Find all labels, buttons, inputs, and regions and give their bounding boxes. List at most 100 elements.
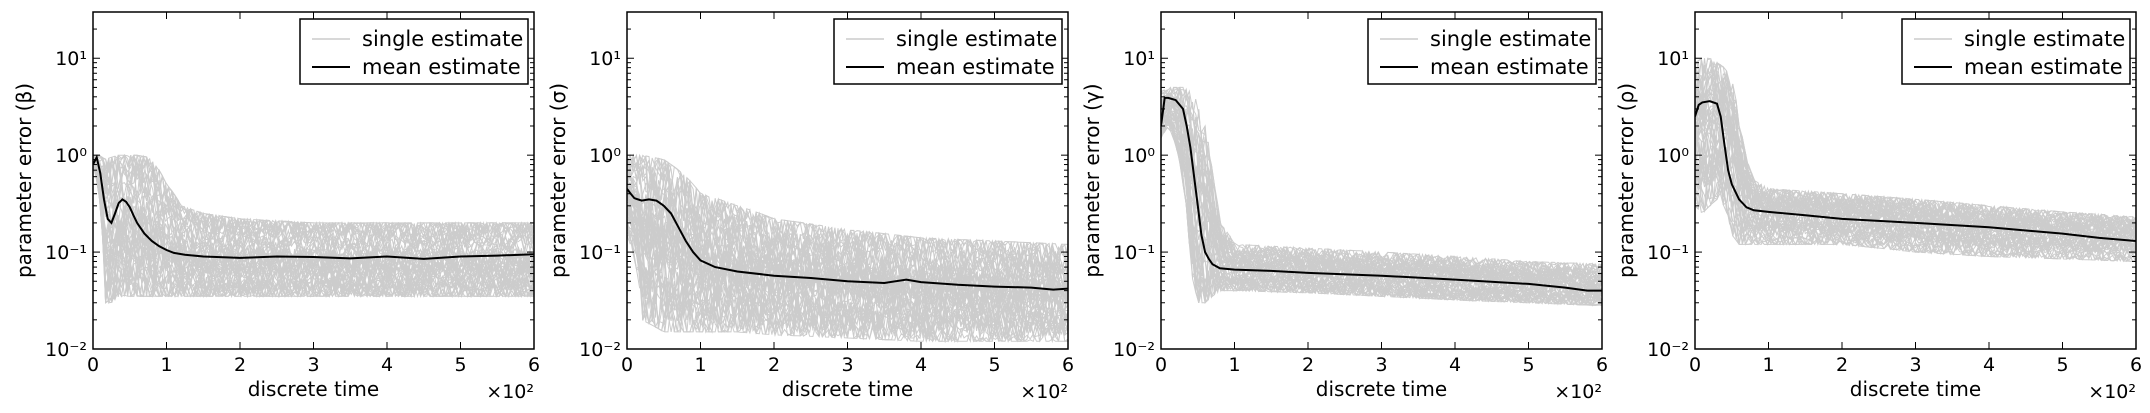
x-tick-label: 4 — [915, 354, 927, 376]
single-estimate-traces — [93, 153, 534, 305]
legend-label-single: single estimate — [362, 27, 523, 51]
x-tick-label: 4 — [1449, 354, 1461, 376]
legend-box — [1901, 18, 2131, 85]
single-estimate-line — [93, 154, 534, 244]
mean-estimate-line — [1695, 100, 2136, 242]
legend-label-mean: mean estimate — [362, 55, 521, 79]
x-axis-label: discrete time — [1850, 377, 1981, 401]
legend: single estimate mean estimate — [1901, 18, 2131, 85]
x-tick-label: 3 — [1909, 354, 1921, 376]
x-tick-label: 4 — [1983, 354, 1995, 376]
legend: single estimate mean estimate — [299, 18, 529, 85]
single-estimate-line — [1161, 108, 1602, 296]
x-tick-label: 0 — [87, 354, 99, 376]
y-tick-label: 10⁰ — [589, 145, 621, 167]
legend: single estimate mean estimate — [1367, 18, 1597, 85]
x-tick-label: 0 — [1689, 354, 1701, 376]
legend-label-single: single estimate — [1964, 27, 2125, 51]
single-estimate-line — [1161, 87, 1602, 273]
x-multiplier-label: ×10² — [2088, 381, 2136, 403]
x-tick-label: 4 — [381, 354, 393, 376]
legend-box — [833, 18, 1063, 85]
single-estimate-line — [627, 210, 1068, 336]
x-axis-label: discrete time — [1316, 377, 1447, 401]
legend-box — [299, 18, 529, 85]
x-axis-label: discrete time — [782, 377, 913, 401]
x-tick-label: 2 — [1836, 354, 1848, 376]
single-estimate-line — [93, 154, 534, 246]
single-estimate-line — [627, 153, 1068, 266]
y-tick-label: 10⁻² — [1647, 339, 1689, 361]
x-tick-label: 3 — [841, 354, 853, 376]
single-estimate-line — [1695, 141, 2136, 256]
x-tick-label: 2 — [1302, 354, 1314, 376]
single-estimate-line — [93, 154, 534, 239]
x-axis-label: discrete time — [248, 377, 379, 401]
x-multiplier-label: ×10² — [1020, 381, 1068, 403]
single-estimate-traces — [1161, 86, 1602, 307]
x-tick-label: 2 — [768, 354, 780, 376]
x-tick-label: 1 — [160, 354, 172, 376]
y-tick-label: 10⁰ — [1657, 145, 1689, 167]
x-multiplier-label: ×10² — [486, 381, 534, 403]
mean-estimate-line — [93, 154, 534, 260]
single-estimate-line — [1161, 117, 1602, 301]
y-axis-label: parameter error (β) — [12, 83, 36, 278]
y-tick-label: 10⁻² — [579, 339, 621, 361]
single-estimate-line — [1695, 168, 2136, 262]
single-estimate-line — [1161, 115, 1602, 306]
single-estimate-line — [93, 156, 534, 261]
y-tick-label: 10⁻¹ — [45, 242, 87, 264]
x-tick-label: 2 — [234, 354, 246, 376]
single-estimate-line — [627, 184, 1068, 293]
single-estimate-line — [93, 162, 534, 303]
single-estimate-line — [627, 204, 1068, 330]
legend-label-single: single estimate — [896, 27, 1057, 51]
single-estimate-line — [627, 153, 1068, 275]
y-tick-label: 10¹ — [1657, 48, 1689, 70]
x-tick-label: 6 — [1062, 354, 1074, 376]
x-tick-label: 6 — [2130, 354, 2142, 376]
chart-panel-4: 0 1 2 3 4 5 6 10⁻² 10⁻¹ 10⁰ 10¹ discrete time parame… — [1614, 11, 2142, 403]
x-tick-label: 0 — [1155, 354, 1167, 376]
single-estimate-line — [1161, 94, 1602, 282]
x-tick-label: 5 — [2056, 354, 2068, 376]
single-estimate-line — [627, 234, 1068, 343]
single-estimate-line — [627, 155, 1068, 264]
y-tick-label: 10¹ — [1123, 48, 1155, 70]
y-tick-label: 10⁻² — [45, 339, 87, 361]
chart-panel-3: 0 1 2 3 4 5 6 10⁻² 10⁻¹ 10⁰ 10¹ discrete time parame… — [1080, 11, 1608, 403]
legend-label-mean: mean estimate — [1430, 55, 1589, 79]
x-tick-label: 6 — [1596, 354, 1608, 376]
single-estimate-line — [627, 200, 1068, 313]
y-axis-label: parameter error (σ) — [546, 83, 570, 278]
legend-box — [1367, 18, 1597, 85]
single-estimate-line — [1695, 96, 2136, 243]
y-axis-label: parameter error (γ) — [1080, 83, 1104, 277]
legend: single estimate mean estimate — [833, 18, 1063, 85]
y-tick-label: 10⁰ — [55, 145, 87, 167]
single-estimate-line — [1695, 57, 2136, 224]
single-estimate-traces — [1695, 57, 2136, 263]
single-estimate-line — [93, 155, 534, 252]
x-tick-label: 1 — [1762, 354, 1774, 376]
x-tick-label: 5 — [454, 354, 466, 376]
x-tick-label: 0 — [621, 354, 633, 376]
y-tick-label: 10¹ — [55, 48, 87, 70]
y-tick-label: 10⁻¹ — [579, 242, 621, 264]
chart-panel-2: 0 1 2 3 4 5 6 10⁻² 10⁻¹ 10⁰ 10¹ discrete time parame… — [546, 11, 1074, 403]
y-axis-label: parameter error (ρ) — [1614, 83, 1638, 278]
single-estimate-line — [627, 185, 1068, 309]
legend-label-mean: mean estimate — [896, 55, 1055, 79]
mean-estimate-line — [1161, 96, 1602, 292]
legend-label-single: single estimate — [1430, 27, 1591, 51]
y-tick-label: 10⁻¹ — [1647, 242, 1689, 264]
chart-panel-1: 0 1 2 3 4 5 6 10⁻² 10⁻¹ 10⁰ 10¹ discrete time parame… — [12, 11, 540, 403]
mean-estimate-line — [627, 188, 1068, 291]
single-estimate-line — [1695, 59, 2136, 230]
x-tick-label: 5 — [988, 354, 1000, 376]
x-tick-label: 1 — [1228, 354, 1240, 376]
single-estimate-line — [1161, 114, 1602, 306]
x-tick-label: 1 — [694, 354, 706, 376]
